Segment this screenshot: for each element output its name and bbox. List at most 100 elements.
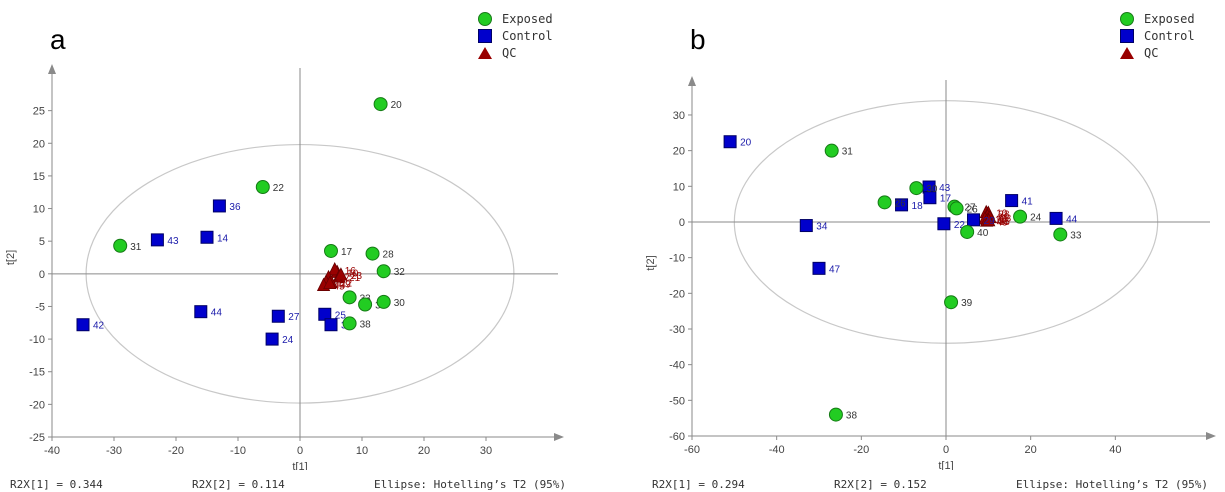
score-plot-b: -60 -40 -20 0 20 40 -60 -50 -40 -30 -20 -10 0 10 20 30 t…: [645, 76, 1216, 470]
legend-label: QC: [502, 45, 517, 60]
point-label: 22: [954, 220, 966, 231]
y-axis-label: t[2]: [645, 255, 657, 270]
point-label: 44: [1066, 214, 1078, 225]
legend-label: QC: [1144, 45, 1159, 60]
exposed-point: [376, 264, 391, 279]
x-axis-label: t[1]: [938, 460, 953, 470]
exposed-point: [1013, 209, 1028, 224]
point-label: 32: [394, 267, 406, 278]
point-label: 47: [829, 264, 841, 275]
control-point: [812, 261, 826, 275]
y-tick-label: -5: [35, 301, 45, 313]
exposed-point: [828, 407, 843, 422]
point-label: 20: [740, 138, 752, 149]
legend-label: Exposed: [1144, 11, 1195, 26]
point-label: 26: [967, 204, 979, 215]
y-axis-label: t[2]: [5, 250, 17, 265]
point-label: 43: [167, 236, 179, 247]
point-label: 11: [995, 215, 1006, 226]
panel-letter: b: [690, 24, 706, 55]
panel-letter: a: [50, 24, 66, 55]
point-label: 25: [335, 310, 347, 321]
y-tick-label: -10: [669, 253, 685, 265]
point-label: 10: [347, 269, 359, 280]
control-point: [967, 213, 981, 227]
point-label: 14: [217, 233, 229, 244]
point-label: 36: [229, 202, 241, 213]
point-label: 12: [341, 278, 353, 289]
circle-marker-icon: [1120, 11, 1134, 26]
y-tick-label: 15: [33, 171, 45, 183]
r2x2-text: R2X[2] = 0.114: [192, 478, 285, 491]
exposed-point: [824, 143, 839, 158]
exposed-point: [113, 238, 128, 253]
panel-b: b -60 -40 -20 0 20 40 -60 -50 -40 -30 -20 -10 0 10 20 3…: [612, 0, 1224, 492]
point-label: 35: [999, 217, 1011, 228]
panel-a: a -40 -30 -20 -10 0 10 20 30 -25 -20 -15 -10 -5 0 5 10 1…: [0, 0, 612, 492]
control-point: [1049, 211, 1063, 225]
point-label: 20: [391, 100, 403, 111]
x-tick-label: -40: [44, 445, 60, 457]
x-tick-label: 0: [943, 444, 949, 456]
y-tick-label: -50: [669, 395, 685, 407]
point-label: 28: [998, 209, 1010, 220]
point-label: 24: [282, 335, 294, 346]
point-label: 23: [1000, 214, 1012, 225]
control-point: [76, 318, 90, 332]
point-label: 45: [334, 282, 346, 293]
legend-label: Control: [1144, 28, 1195, 43]
y-tick-label: -60: [669, 431, 685, 443]
legend-item-exposed: Exposed: [1120, 10, 1195, 27]
y-tick-label: 20: [673, 146, 685, 158]
point-label: 11: [336, 278, 347, 289]
y-tick-label: 20: [33, 138, 45, 150]
exposed-point: [358, 297, 373, 312]
point-label: 21: [997, 212, 1009, 223]
control-point: [212, 199, 226, 213]
r2x1-text: R2X[1] = 0.294: [652, 478, 745, 491]
y-tick-label: 0: [39, 269, 45, 281]
exposed-point: [909, 181, 924, 196]
point-label: 27: [964, 203, 976, 214]
exposed-point: [877, 195, 892, 210]
point-label: 30: [394, 298, 406, 309]
point-label: 29: [984, 216, 996, 227]
point-label: 33: [1070, 230, 1082, 241]
point-label: 31: [130, 242, 142, 253]
control-point: [150, 233, 164, 247]
point-label: 17: [940, 194, 952, 205]
exposed-point: [324, 243, 338, 258]
y-axis-arrow-icon: [48, 64, 56, 74]
point-label: 27: [288, 312, 300, 323]
point-label: 28: [383, 250, 395, 261]
point-label: 16: [345, 266, 357, 277]
point-label: 41: [1022, 197, 1034, 208]
score-plot-a: -40 -30 -20 -10 0 10 20 30 -25 -20 -15 -10 -5 0 5 10 15 2…: [5, 64, 564, 470]
legend-item-exposed: Exposed: [478, 10, 553, 27]
x-tick-label: -10: [230, 445, 246, 457]
x-tick-label: 30: [480, 445, 492, 457]
point-label: 12: [998, 216, 1010, 227]
point-label: 10: [996, 209, 1008, 220]
legend-item-qc: QC: [1120, 44, 1195, 61]
y-tick-label: -15: [29, 367, 45, 379]
point-label: 23: [351, 271, 363, 282]
point-label: 24: [1030, 213, 1042, 224]
y-tick-label: 25: [33, 106, 45, 118]
r2x1-text: R2X[1] = 0.344: [10, 478, 103, 491]
y-tick-label: 0: [679, 217, 685, 229]
x-tick-label: -30: [106, 445, 122, 457]
ellipse-text: Ellipse: Hotelling’s T2 (95%): [374, 478, 567, 491]
control-point: [200, 230, 214, 244]
x-tick-label: -20: [168, 445, 184, 457]
ellipse-text: Ellipse: Hotelling’s T2 (95%): [1016, 478, 1209, 491]
circle-marker-icon: [478, 11, 492, 26]
point-label: 26: [895, 198, 907, 209]
qc-point: [323, 275, 337, 290]
exposed-point: [342, 316, 357, 331]
point-label: 34: [816, 222, 828, 233]
x-tick-label: -60: [684, 444, 700, 456]
point-label: 44: [211, 308, 223, 319]
point-label: 37: [339, 274, 351, 285]
exposed-point: [949, 201, 964, 216]
